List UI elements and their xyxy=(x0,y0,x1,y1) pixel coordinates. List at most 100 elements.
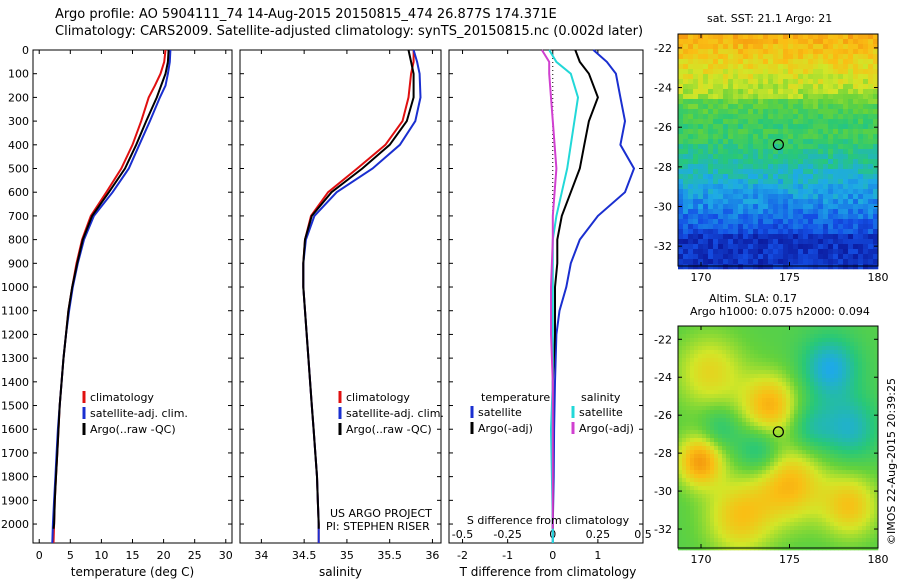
sst-map-cell xyxy=(703,229,709,235)
sla-map-cell xyxy=(798,398,803,403)
sla-map-cell xyxy=(850,470,855,475)
sla-map-cell xyxy=(758,354,763,359)
sst-map-cell xyxy=(738,229,744,235)
temperature-panel-ytick-label: 2000 xyxy=(1,518,29,531)
sla-map-cell xyxy=(738,506,743,511)
sla-map-cell xyxy=(762,510,767,515)
sla-map-cell xyxy=(854,450,859,455)
sst-map-cell xyxy=(838,144,844,150)
sst-map-cell xyxy=(718,34,724,40)
sla-map-cell xyxy=(806,430,811,435)
sla-map-cell xyxy=(806,358,811,363)
sla-map-cell xyxy=(810,326,815,331)
sla-map-cell xyxy=(762,450,767,455)
sla-map-cell xyxy=(834,494,839,499)
sst-map-cell xyxy=(793,104,799,110)
sst-map-cell xyxy=(868,104,874,110)
sst-map-cell xyxy=(818,54,824,60)
sst-map-cell xyxy=(748,34,754,40)
sla-map-cell xyxy=(686,398,691,403)
sla-map-cell xyxy=(778,526,783,531)
sst-map-cell xyxy=(753,59,759,65)
sst-map-cell xyxy=(788,64,794,70)
sla-map-cell xyxy=(766,406,771,411)
sst-map-cell xyxy=(828,114,834,120)
sla-map-cell xyxy=(858,350,863,355)
sst-map-cell xyxy=(713,259,719,265)
sst-map-cell xyxy=(808,154,814,160)
sla-map-cell xyxy=(866,498,871,503)
sst-map-cell xyxy=(703,189,709,195)
sst-map-cell xyxy=(693,244,699,250)
sla-map-cell xyxy=(834,434,839,439)
sla-map-cell xyxy=(690,458,695,463)
sla-map-cell xyxy=(842,442,847,447)
sst-map-cell xyxy=(858,114,864,120)
sst-map-cell xyxy=(813,114,819,120)
sla-map-cell xyxy=(862,358,867,363)
sla-map-cell xyxy=(834,482,839,487)
sla-map-cell xyxy=(846,390,851,395)
sst-map-cell xyxy=(728,94,734,100)
sst-map-cell xyxy=(873,219,879,225)
sla-map-cell xyxy=(866,438,871,443)
sst-map-cell xyxy=(818,209,824,215)
sst-map-cell xyxy=(703,249,709,255)
sst-map-cell xyxy=(743,219,749,225)
sla-map-cell xyxy=(690,494,695,499)
sla-map-cell xyxy=(758,366,763,371)
sla-map-cell xyxy=(742,334,747,339)
sla-map-cell xyxy=(706,530,711,535)
sla-map-cell xyxy=(762,350,767,355)
sst-map-cell xyxy=(823,149,829,155)
sla-map-cell xyxy=(854,494,859,499)
sst-map-cell xyxy=(718,39,724,45)
sla-map-cell xyxy=(790,382,795,387)
sst-map-cell xyxy=(708,104,714,110)
sla-map-cell xyxy=(702,510,707,515)
sla-map-cell xyxy=(702,378,707,383)
sla-map-cell xyxy=(778,494,783,499)
sla-map-cell xyxy=(782,534,787,539)
sla-map-cell xyxy=(682,354,687,359)
sst-map-cell xyxy=(788,234,794,240)
sla-map-cell xyxy=(802,346,807,351)
sst-map-cell xyxy=(843,209,849,215)
sla-map-cell xyxy=(678,422,683,427)
sst-map-cell xyxy=(683,244,689,250)
sst-map-cell xyxy=(873,134,879,140)
sst-map-cell xyxy=(738,169,744,175)
sla-map-cell xyxy=(722,450,727,455)
sla-map-cell xyxy=(870,402,875,407)
temperature-panel-xtick-label: 20 xyxy=(157,549,171,562)
sla-map-cell xyxy=(854,474,859,479)
sla-map-cell xyxy=(718,330,723,335)
sst-map-cell xyxy=(833,254,839,260)
sla-map-cell xyxy=(770,462,775,467)
sst-map-cell xyxy=(833,204,839,210)
sst-map-cell xyxy=(738,174,744,180)
sla-map-cell xyxy=(682,346,687,351)
sla-map-cell xyxy=(682,378,687,383)
sla-map-cell xyxy=(814,530,819,535)
sla-map-cell xyxy=(746,410,751,415)
sla-map-cell xyxy=(842,398,847,403)
sst-map-cell xyxy=(698,244,704,250)
sla-map-cell xyxy=(710,518,715,523)
sla-map-cell xyxy=(734,458,739,463)
sla-map-cell xyxy=(794,458,799,463)
sla-map-cell xyxy=(810,426,815,431)
sla-map-cell xyxy=(850,438,855,443)
sla-map-cell xyxy=(690,442,695,447)
sla-map-cell xyxy=(838,410,843,415)
sst-map-cell xyxy=(763,114,769,120)
sla-map-cell xyxy=(862,398,867,403)
sla-map-cell xyxy=(814,482,819,487)
sla-map-cell xyxy=(770,482,775,487)
sst-map-cell xyxy=(688,114,694,120)
sst-map-cell xyxy=(678,114,684,120)
sla-map-cell xyxy=(758,394,763,399)
sst-map-cell xyxy=(783,194,789,200)
sla-map-cell xyxy=(814,378,819,383)
sst-map-cell xyxy=(698,219,704,225)
